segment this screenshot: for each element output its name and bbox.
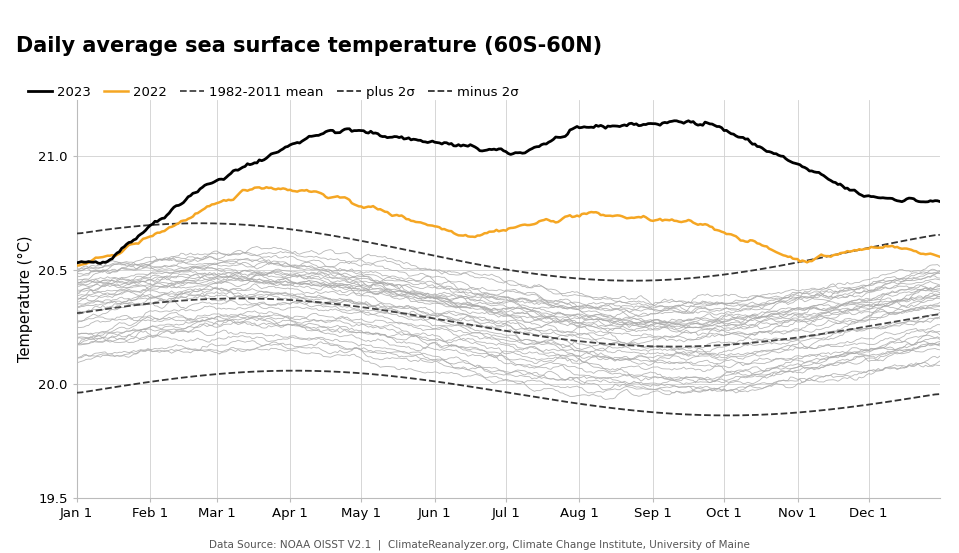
minus 2σ [934,391,946,398]
plus 2σ [899,237,910,244]
plus 2σ [71,230,82,237]
plus 2σ [626,278,638,284]
minus 2σ [720,412,732,419]
minus 2σ [417,377,429,383]
plus 2σ [256,223,268,229]
plus 2σ [417,250,429,257]
1982-2011 mean [311,299,322,305]
1982-2011 mean [422,314,433,321]
plus 2σ [311,229,322,236]
plus 2σ [195,220,206,227]
1982-2011 mean [668,343,680,350]
Legend: 2023, 2022, 1982-2011 mean, plus 2σ, minus 2σ: 2023, 2022, 1982-2011 mean, plus 2σ, min… [23,80,524,104]
Line: plus 2σ: plus 2σ [77,223,940,281]
minus 2σ [815,407,827,414]
plus 2σ [422,251,433,258]
Text: Data Source: NOAA OISST V2.1  |  ClimateReanalyzer.org, Climate Change Institute: Data Source: NOAA OISST V2.1 | ClimateRe… [209,540,750,550]
plus 2σ [815,254,827,261]
minus 2σ [289,367,300,374]
Text: Daily average sea surface temperature (60S-60N): Daily average sea surface temperature (6… [16,36,602,56]
1982-2011 mean [815,331,827,337]
1982-2011 mean [899,317,910,324]
minus 2σ [899,396,910,403]
plus 2σ [934,232,946,238]
minus 2σ [311,368,322,374]
1982-2011 mean [235,295,246,302]
minus 2σ [71,389,82,396]
minus 2σ [253,368,265,375]
1982-2011 mean [417,313,429,320]
minus 2σ [422,377,433,384]
1982-2011 mean [71,310,82,316]
Line: minus 2σ: minus 2σ [77,371,940,415]
Y-axis label: Temperature (°C): Temperature (°C) [17,236,33,362]
Line: 1982-2011 mean: 1982-2011 mean [77,299,940,347]
1982-2011 mean [934,311,946,318]
1982-2011 mean [256,295,268,302]
